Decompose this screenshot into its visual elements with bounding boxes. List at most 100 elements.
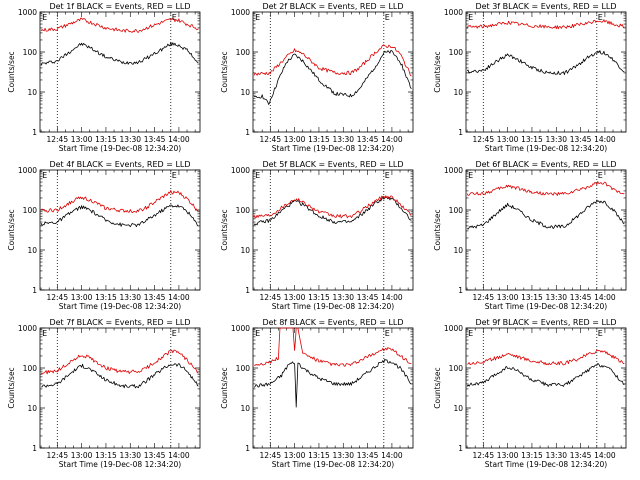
x-tick-label: 13:30 <box>119 451 141 460</box>
x-tick-label: 13:30 <box>545 135 567 144</box>
series-line-lld <box>253 195 412 219</box>
x-axis-label: Start Time (19-Dec-08 12:34:20) <box>272 460 394 469</box>
panel-title: Det 9f BLACK = Events, RED = LLD <box>475 318 616 327</box>
detector-panel-4: Det 4f BLACK = Events, RED = LLD 1 10 100 10… <box>7 160 201 311</box>
series-line-events <box>40 204 199 228</box>
panel-title: Det 8f BLACK = Events, RED = LLD <box>262 318 403 327</box>
x-tick-label: 13:45 <box>357 293 379 302</box>
y-tick-label: 1 <box>458 128 463 137</box>
y-tick-label: 1 <box>245 286 250 295</box>
x-tick-label: 12:45 <box>259 135 281 144</box>
x-axis-label: Start Time (19-Dec-08 12:34:20) <box>485 460 607 469</box>
plot-frame <box>465 327 627 449</box>
event-marker-label: E <box>255 13 260 22</box>
y-tick-label: 1 <box>32 128 37 137</box>
series-line-events <box>466 199 625 230</box>
y-tick-label: 10 <box>240 404 250 413</box>
event-marker-label: E <box>468 329 473 338</box>
y-tick-label: 1 <box>32 286 37 295</box>
y-axis-label: Counts/sec <box>220 51 229 92</box>
y-tick-label: 1 <box>245 128 250 137</box>
x-tick-label: 13:15 <box>308 135 330 144</box>
x-tick-label: 12:45 <box>46 451 68 460</box>
y-axis-label: Counts/sec <box>220 209 229 250</box>
x-tick-label: 14:00 <box>168 451 190 460</box>
y-tick-label: 1000 <box>231 8 250 17</box>
x-tick-label: 14:00 <box>168 135 190 144</box>
x-tick-label: 13:00 <box>71 135 93 144</box>
event-marker-label: E <box>172 171 177 180</box>
event-marker-label: E <box>172 329 177 338</box>
event-marker-label: E <box>42 13 47 22</box>
event-marker-label: E <box>385 171 390 180</box>
panel-title: Det 2f BLACK = Events, RED = LLD <box>262 2 403 11</box>
detector-panel-2: Det 2f BLACK = Events, RED = LLD 1 10 100 10… <box>220 2 414 153</box>
y-tick-label: 100 <box>236 364 251 373</box>
series-line-events <box>41 363 199 389</box>
plot-frame <box>252 11 414 133</box>
x-tick-label: 12:45 <box>46 135 68 144</box>
x-tick-label: 12:45 <box>259 293 281 302</box>
x-tick-label: 13:15 <box>521 293 543 302</box>
y-tick-label: 100 <box>236 206 251 215</box>
x-tick-label: 13:30 <box>545 451 567 460</box>
panel-title: Det 6f BLACK = Events, RED = LLD <box>475 160 616 169</box>
y-axis-label: Counts/sec <box>7 209 16 250</box>
y-tick-label: 100 <box>449 206 464 215</box>
x-axis-label: Start Time (19-Dec-08 12:34:20) <box>485 302 607 311</box>
x-tick-label: 12:45 <box>259 451 281 460</box>
x-tick-label: 13:00 <box>71 293 93 302</box>
x-tick-label: 14:00 <box>381 451 403 460</box>
event-marker-label: E <box>598 329 603 338</box>
y-tick-label: 10 <box>240 246 250 255</box>
y-tick-label: 10 <box>453 88 463 97</box>
detector-panel-7: Det 7f BLACK = Events, RED = LLD 1 10 100 10… <box>7 318 201 469</box>
x-tick-label: 13:00 <box>71 451 93 460</box>
plot-frame <box>39 11 201 133</box>
event-marker-label: E <box>598 171 603 180</box>
x-tick-label: 13:15 <box>521 451 543 460</box>
x-tick-label: 13:45 <box>144 293 166 302</box>
y-axis-label: Counts/sec <box>7 367 16 408</box>
x-axis-label: Start Time (19-Dec-08 12:34:20) <box>485 144 607 153</box>
series-line-lld <box>40 17 199 33</box>
y-tick-label: 100 <box>236 48 251 57</box>
x-tick-label: 13:30 <box>332 135 354 144</box>
series-line-lld <box>253 44 412 77</box>
event-marker-label: E <box>385 13 390 22</box>
x-tick-label: 12:45 <box>472 293 494 302</box>
y-tick-label: 1 <box>245 444 250 453</box>
series-line-events <box>466 363 625 387</box>
detector-panel-1: Det 1f BLACK = Events, RED = LLD 1 10 100 10… <box>7 2 201 153</box>
y-axis-label: Counts/sec <box>220 367 229 408</box>
x-tick-label: 13:45 <box>144 451 166 460</box>
y-axis-label: Counts/sec <box>433 367 442 408</box>
x-axis-label: Start Time (19-Dec-08 12:34:20) <box>59 302 181 311</box>
y-tick-label: 1000 <box>18 8 37 17</box>
y-tick-label: 10 <box>27 246 37 255</box>
y-axis-label: Counts/sec <box>433 209 442 250</box>
panel-title: Det 5f BLACK = Events, RED = LLD <box>262 160 403 169</box>
series-line-lld <box>254 327 412 367</box>
series-line-lld <box>466 181 625 196</box>
y-tick-label: 100 <box>23 48 38 57</box>
event-marker-label: E <box>42 329 47 338</box>
x-tick-label: 13:30 <box>332 293 354 302</box>
x-axis-label: Start Time (19-Dec-08 12:34:20) <box>272 302 394 311</box>
series-line-events <box>466 50 625 75</box>
y-tick-label: 1000 <box>444 8 463 17</box>
y-tick-label: 100 <box>23 206 38 215</box>
series-line-lld <box>466 349 625 366</box>
x-tick-label: 13:00 <box>497 135 519 144</box>
x-tick-label: 14:00 <box>381 135 403 144</box>
panel-title: Det 7f BLACK = Events, RED = LLD <box>49 318 190 327</box>
x-tick-label: 14:00 <box>594 451 616 460</box>
x-tick-label: 13:45 <box>570 451 592 460</box>
event-marker-label: E <box>468 171 473 180</box>
series-line-lld <box>466 19 625 30</box>
x-tick-label: 13:00 <box>497 451 519 460</box>
event-marker-label: E <box>255 329 260 338</box>
x-axis-label: Start Time (19-Dec-08 12:34:20) <box>59 144 181 153</box>
x-tick-label: 13:15 <box>95 451 117 460</box>
